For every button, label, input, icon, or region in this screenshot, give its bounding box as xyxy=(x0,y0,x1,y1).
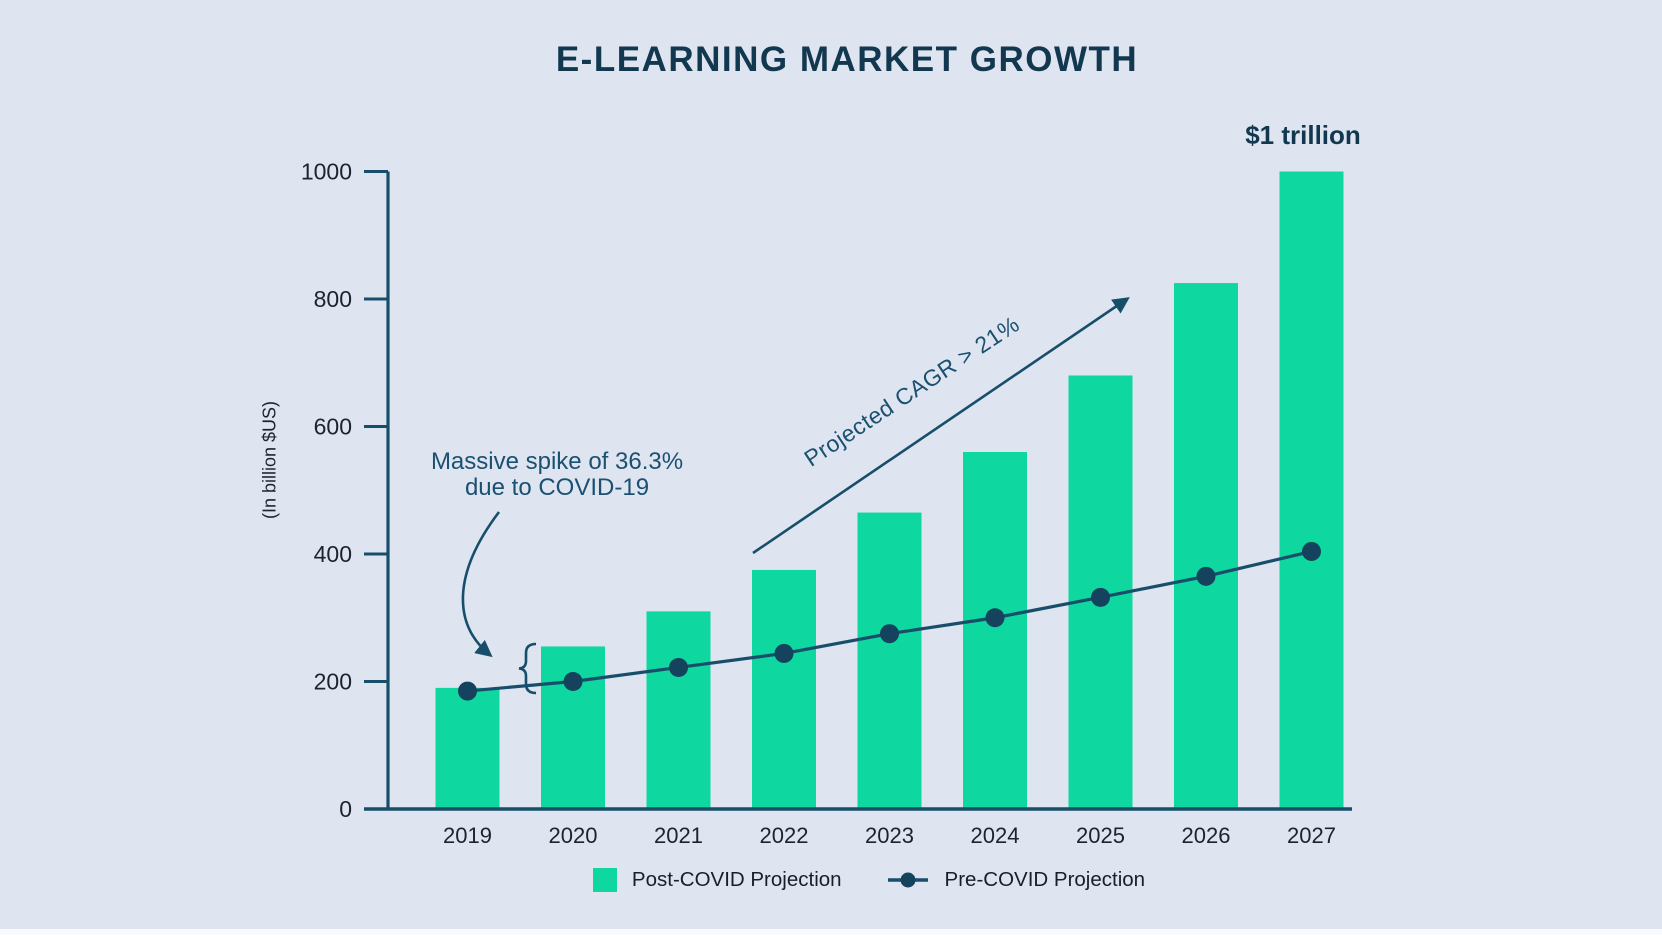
cagr-arrow xyxy=(752,297,1130,555)
line-point-2021 xyxy=(669,657,688,677)
legend-label-pre-covid: Pre-COVID Projection xyxy=(944,868,1146,891)
x-label-2026: 2026 xyxy=(1182,823,1231,848)
green-square-swatch-icon xyxy=(592,868,617,892)
line-point-2020 xyxy=(563,672,583,691)
line-point-2025 xyxy=(1091,587,1110,607)
bar-2024 xyxy=(963,452,1027,809)
legend: Post-COVID Projection Pre-COVID Projecti… xyxy=(388,868,1350,892)
bar-2020 xyxy=(541,646,605,809)
chart-title: E-LEARNING MARKET GROWTH xyxy=(555,40,1139,79)
bottom-edge-strip xyxy=(0,929,1662,935)
covid-spike-annotation: Massive spike of 36.3% due to COVID-19 xyxy=(428,449,686,501)
spike-brace xyxy=(518,642,537,695)
line-with-dot-icon xyxy=(887,872,928,888)
bar-2022 xyxy=(752,569,816,809)
spike-arrow xyxy=(461,511,501,658)
y-tick-label-800: 800 xyxy=(314,286,352,312)
y-tick-label-200: 200 xyxy=(314,669,352,695)
legend-item-pre-covid: Pre-COVID Projection xyxy=(886,868,1146,892)
x-label-2025: 2025 xyxy=(1076,823,1125,848)
y-tick-label-0: 0 xyxy=(339,796,352,822)
bar-2026 xyxy=(1174,283,1238,809)
one-trillion-label: $1 trillion xyxy=(1245,120,1361,150)
bar-2023 xyxy=(857,512,922,809)
covid-spike-annotation-line2: due to COVID-19 xyxy=(464,474,650,501)
bar-2019 xyxy=(435,687,500,809)
covid-spike-annotation-line1: Massive spike of 36.3% xyxy=(430,448,684,475)
line-point-2023 xyxy=(880,624,899,644)
x-label-2027: 2027 xyxy=(1287,823,1336,848)
x-label-2023: 2023 xyxy=(865,823,914,848)
x-label-2021: 2021 xyxy=(654,823,703,848)
line-point-2024 xyxy=(985,608,1005,628)
line-point-2022 xyxy=(774,643,794,663)
legend-item-post-covid: Post-COVID Projection xyxy=(592,868,842,892)
line-point-2019 xyxy=(458,681,477,701)
y-tick-label-1000: 1000 xyxy=(301,159,352,185)
y-tick-label-400: 400 xyxy=(314,541,352,567)
y-tick-label-600: 600 xyxy=(314,414,352,440)
bar-2027 xyxy=(1279,171,1344,809)
line-point-2027 xyxy=(1302,541,1321,561)
x-label-2020: 2020 xyxy=(549,823,598,848)
legend-label-post-covid: Post-COVID Projection xyxy=(631,868,842,891)
line-point-2026 xyxy=(1196,566,1216,586)
bar-2021 xyxy=(646,611,711,809)
x-label-2022: 2022 xyxy=(760,823,809,848)
x-label-2024: 2024 xyxy=(971,823,1020,848)
x-label-2019: 2019 xyxy=(443,823,492,848)
